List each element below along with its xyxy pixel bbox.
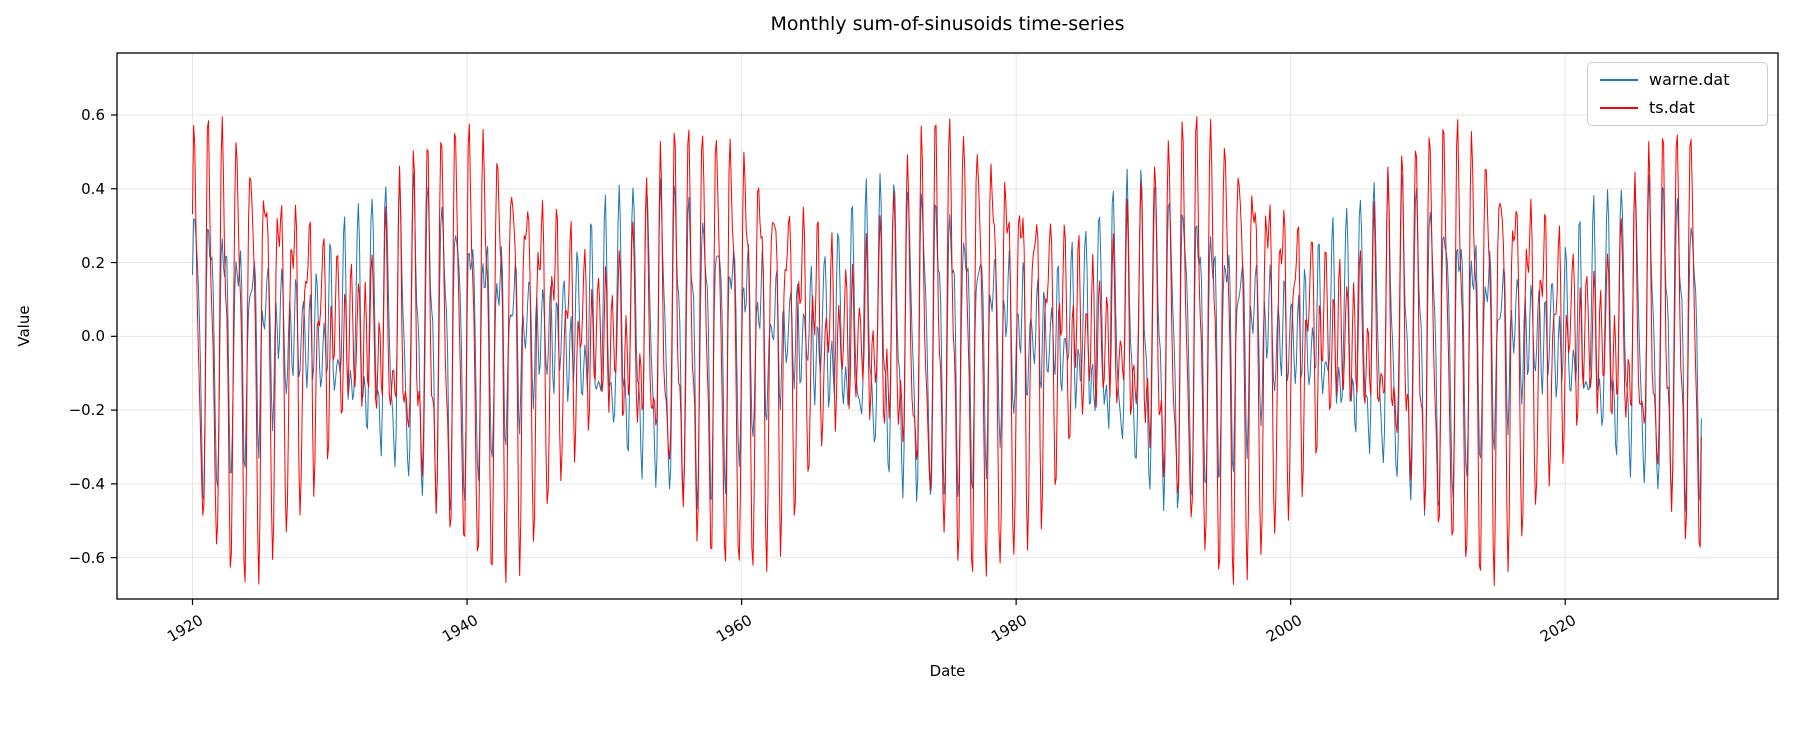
y-tick-label: 0.0 <box>81 327 105 346</box>
legend-label-ts: ts.dat <box>1649 98 1695 117</box>
chart-title: Monthly sum-of-sinusoids time-series <box>770 13 1125 35</box>
legend-item-warne: warne.dat <box>1600 69 1755 91</box>
series-lines <box>192 116 1702 587</box>
legend-line-sample-warne <box>1600 79 1638 81</box>
axes-spines <box>116 52 1779 600</box>
y-tick-label: 0.6 <box>81 105 105 124</box>
y-tick-label: −0.2 <box>68 401 105 420</box>
y-tick-label: 0.2 <box>81 253 105 272</box>
legend-item-ts: ts.dat <box>1600 97 1755 119</box>
y-tick-label: −0.4 <box>68 474 105 493</box>
tick-marks <box>111 114 1566 605</box>
legend-label-warne: warne.dat <box>1649 70 1730 89</box>
y-tick-label: −0.6 <box>68 548 105 567</box>
y-tick-label: 0.4 <box>81 179 105 198</box>
x-axis-label: Date <box>929 662 966 680</box>
legend-line-sample-ts <box>1600 107 1638 109</box>
legend: warne.dat ts.dat <box>1587 62 1768 126</box>
series-line-ts-dat <box>192 116 1702 587</box>
